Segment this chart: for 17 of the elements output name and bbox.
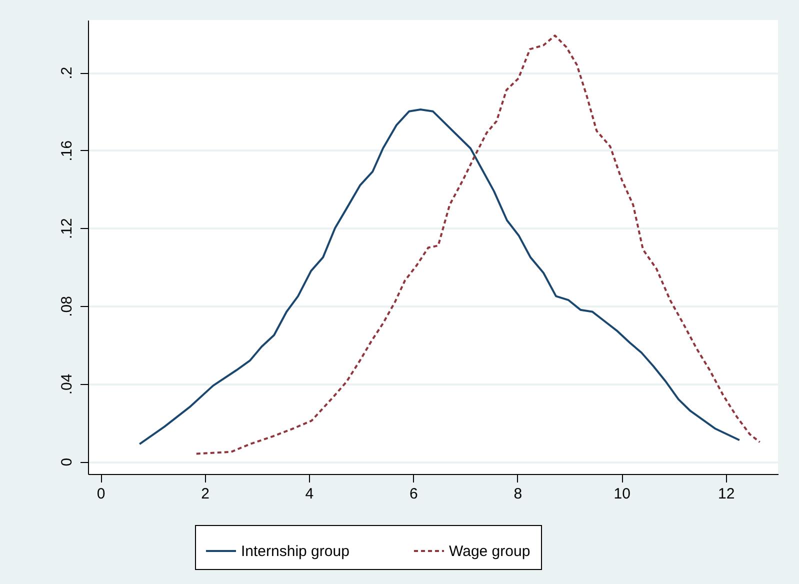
legend-label: Wage group	[449, 543, 530, 560]
x-tick-label: 8	[514, 486, 522, 502]
y-tick-label: .12	[58, 218, 76, 240]
y-tick-label: .2	[58, 66, 76, 80]
y-tick-label: 0	[58, 458, 76, 466]
x-tick-label: 0	[96, 486, 106, 502]
x-tick-label: 2	[201, 486, 210, 502]
line-series	[195, 34, 761, 455]
y-tick-label: .08	[58, 296, 76, 317]
x-tick-label: 10	[614, 486, 630, 502]
y-tick-label: .04	[58, 374, 76, 395]
x-tick-label: 4	[305, 486, 314, 502]
y-tick-label: .16	[58, 140, 76, 162]
x-tick-label: 6	[410, 486, 418, 502]
line-series	[138, 108, 740, 446]
legend-label: Internship group	[241, 543, 350, 560]
x-tick-label: 12	[718, 486, 735, 502]
